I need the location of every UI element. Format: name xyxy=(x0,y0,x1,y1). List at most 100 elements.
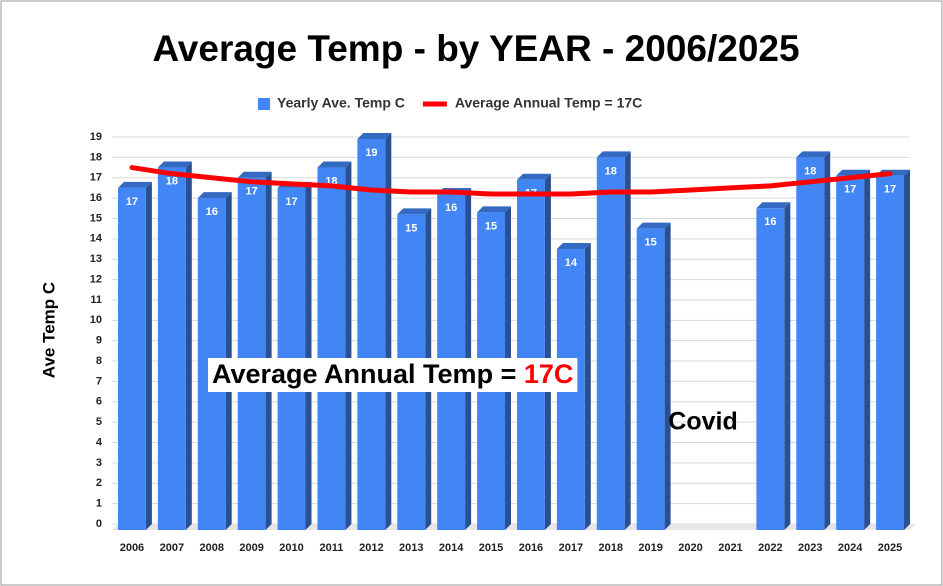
legend-label: Yearly Ave. Temp C xyxy=(277,95,405,111)
bar xyxy=(516,179,545,530)
value-label: 14 xyxy=(565,257,578,269)
bar xyxy=(317,167,346,531)
x-tick-label: 2018 xyxy=(599,542,623,554)
y-tick-label: 10 xyxy=(90,314,102,326)
legend-swatch xyxy=(258,98,270,110)
value-label: 16 xyxy=(445,202,457,214)
bar-top xyxy=(397,208,432,215)
bar-top xyxy=(516,173,551,180)
x-tick-label: 2022 xyxy=(758,542,782,554)
bar-top xyxy=(556,243,591,250)
bar xyxy=(117,187,146,530)
bar-side xyxy=(584,243,591,531)
x-tick-label: 2023 xyxy=(798,542,822,554)
value-label: 15 xyxy=(405,222,417,234)
y-tick-label: 14 xyxy=(90,233,103,245)
value-label: 16 xyxy=(764,216,776,228)
x-tick-label: 2009 xyxy=(239,542,263,554)
y-tick-label: 8 xyxy=(96,355,102,367)
bar xyxy=(596,157,625,531)
y-tick-label: 18 xyxy=(90,151,102,163)
value-label: 15 xyxy=(645,237,657,249)
bar-side xyxy=(385,133,392,530)
bar-side xyxy=(345,161,352,531)
y-tick-label: 17 xyxy=(90,172,102,184)
y-tick-label: 16 xyxy=(90,192,102,204)
bar-side xyxy=(864,169,871,530)
annotation-highlight: 17C xyxy=(524,359,574,389)
annotation-bg xyxy=(208,358,578,392)
y-tick-label: 0 xyxy=(96,518,102,530)
value-label: 17 xyxy=(884,184,896,196)
annotation: Average Annual Temp = 17C xyxy=(212,359,573,389)
bar-top xyxy=(317,161,352,168)
y-tick-label: 7 xyxy=(96,375,102,387)
x-tick-label: 2014 xyxy=(439,542,464,554)
value-label: 17 xyxy=(285,196,297,208)
bar xyxy=(357,139,386,530)
x-tick-label: 2006 xyxy=(120,542,144,554)
x-tick-label: 2017 xyxy=(559,542,583,554)
bar-side xyxy=(664,222,671,530)
bar-top xyxy=(756,202,791,209)
x-tick-label: 2008 xyxy=(200,542,224,554)
bar xyxy=(796,157,825,531)
bar-side xyxy=(824,151,831,531)
bar-side xyxy=(305,181,312,530)
bar xyxy=(876,175,905,530)
bar-top xyxy=(477,206,512,213)
bar-side xyxy=(265,171,272,530)
value-label: 18 xyxy=(166,175,178,187)
x-tick-label: 2021 xyxy=(718,542,742,554)
legend-label: Average Annual Temp = 17C xyxy=(455,95,642,111)
x-tick-label: 2019 xyxy=(638,542,662,554)
bar-top xyxy=(197,192,232,199)
y-tick-label: 9 xyxy=(96,335,102,347)
x-tick-label: 2013 xyxy=(399,542,423,554)
bar-top xyxy=(237,171,272,178)
x-tick-label: 2010 xyxy=(279,542,303,554)
bar xyxy=(836,175,865,530)
bar xyxy=(157,167,186,531)
value-label: 18 xyxy=(804,165,816,177)
bar-top xyxy=(796,151,831,158)
value-label: 18 xyxy=(605,165,617,177)
bar xyxy=(636,228,665,530)
bar-side xyxy=(624,151,631,531)
x-tick-label: 2025 xyxy=(878,542,902,554)
bar xyxy=(756,208,785,530)
floor xyxy=(112,524,916,530)
bar-top xyxy=(636,222,671,229)
value-label: 17 xyxy=(246,186,258,198)
trend-line xyxy=(129,165,893,197)
y-tick-label: 1 xyxy=(96,498,102,510)
y-tick-label: 13 xyxy=(90,253,102,265)
y-axis-label: Ave Temp C xyxy=(39,282,58,378)
bar-top xyxy=(157,161,192,168)
value-label: 19 xyxy=(365,147,377,159)
bar-side xyxy=(145,181,152,530)
bar-side xyxy=(185,161,192,531)
x-tick-label: 2007 xyxy=(160,542,184,554)
y-tick-label: 6 xyxy=(96,396,102,408)
y-tick-label: 3 xyxy=(96,457,102,469)
x-tick-label: 2012 xyxy=(359,542,383,554)
value-label: 17 xyxy=(126,196,138,208)
x-tick-label: 2016 xyxy=(519,542,543,554)
x-tick-label: 2015 xyxy=(479,542,503,554)
y-tick-label: 5 xyxy=(96,416,102,428)
bar-side xyxy=(544,173,551,530)
y-tick-label: 11 xyxy=(90,294,102,306)
x-tick-label: 2024 xyxy=(838,542,863,554)
bar-side xyxy=(784,202,791,530)
y-tick-label: 19 xyxy=(90,131,102,143)
bar-side xyxy=(904,169,911,530)
x-tick-label: 2011 xyxy=(320,542,344,554)
y-tick-label: 4 xyxy=(96,436,103,448)
value-label: 16 xyxy=(206,206,218,218)
value-label: 15 xyxy=(485,220,497,232)
annotation-text: Average Annual Temp = xyxy=(212,359,524,389)
x-tick-label: 2020 xyxy=(678,542,702,554)
chart-title: Average Temp - by YEAR - 2006/2025 xyxy=(152,28,799,69)
